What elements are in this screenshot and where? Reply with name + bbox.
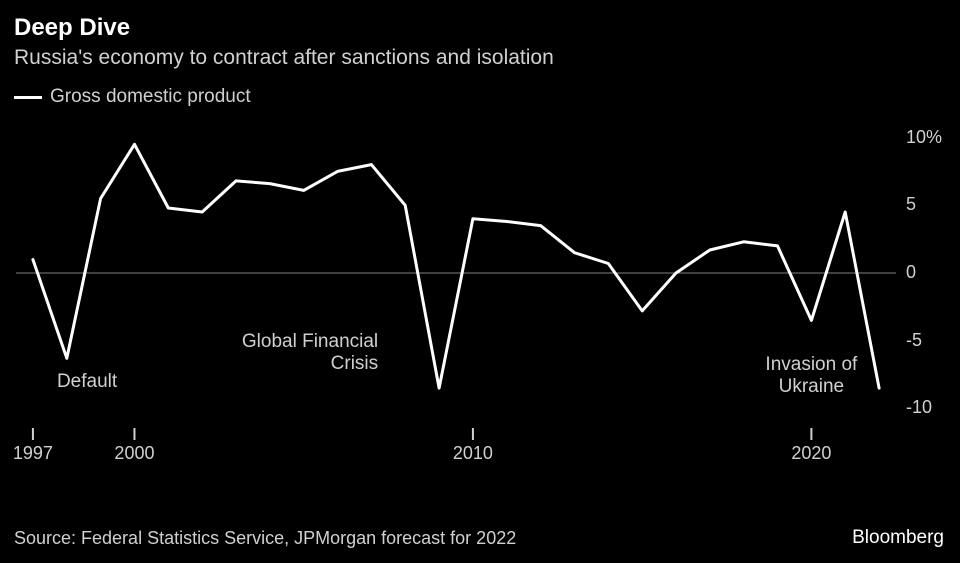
line-chart-svg xyxy=(14,118,898,468)
bloomberg-brand: Bloomberg xyxy=(852,527,944,549)
legend: Gross domestic product xyxy=(14,86,251,108)
chart-annotation: Global FinancialCrisis xyxy=(242,331,378,375)
chart-title: Deep Dive xyxy=(14,14,130,42)
legend-label: Gross domestic product xyxy=(50,86,251,108)
y-axis-tick-label: 0 xyxy=(906,262,916,283)
x-axis-tick-label: 2020 xyxy=(791,443,831,464)
chart-annotation: Invasion ofUkraine xyxy=(765,354,857,398)
y-axis-tick-label: 5 xyxy=(906,194,916,215)
legend-line-swatch xyxy=(14,96,42,99)
chart-plot-area: 1997200020102020-10-50510%DefaultGlobal … xyxy=(14,118,898,468)
y-axis-tick-label: -5 xyxy=(906,330,922,351)
source-attribution: Source: Federal Statistics Service, JPMo… xyxy=(14,528,516,549)
x-axis-tick-label: 2010 xyxy=(453,443,493,464)
y-axis-tick-label: -10 xyxy=(906,397,932,418)
chart-subtitle: Russia's economy to contract after sanct… xyxy=(14,46,554,70)
x-axis-tick-label: 1997 xyxy=(13,443,53,464)
x-axis-tick-label: 2000 xyxy=(114,443,154,464)
chart-annotation: Default xyxy=(57,371,117,393)
y-axis-tick-label: 10% xyxy=(906,127,942,148)
